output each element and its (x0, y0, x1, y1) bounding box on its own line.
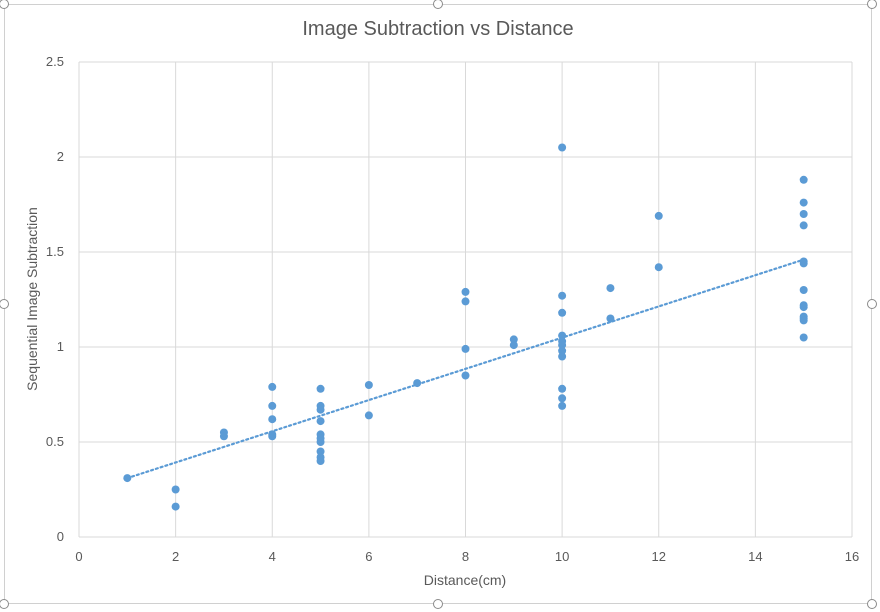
x-tick-label: 10 (555, 549, 569, 564)
resize-handle-middle-left[interactable] (0, 299, 9, 309)
data-point[interactable] (606, 284, 615, 293)
data-point[interactable] (268, 415, 277, 424)
linear-trendline[interactable] (126, 258, 805, 480)
tick-labels: 0 2 4 6 8 10 12 14 16 0 0.5 1 1.5 2 2.5 (46, 54, 859, 564)
data-point[interactable] (316, 457, 325, 465)
data-point[interactable] (558, 291, 567, 300)
x-axis-title[interactable]: Distance(cm) (424, 572, 506, 588)
data-point[interactable] (558, 401, 567, 410)
data-point[interactable] (509, 341, 518, 350)
data-point[interactable] (799, 303, 808, 312)
data-point[interactable] (461, 344, 470, 353)
data-point[interactable] (799, 259, 808, 268)
data-point[interactable] (123, 474, 132, 483)
data-point[interactable] (799, 286, 808, 294)
data-point[interactable] (799, 333, 808, 342)
data-point[interactable] (413, 379, 422, 388)
data-point[interactable] (654, 263, 663, 272)
data-point[interactable] (558, 346, 567, 355)
data-point[interactable] (364, 411, 373, 420)
resize-handle-top-middle[interactable] (433, 0, 443, 9)
data-point[interactable] (799, 210, 808, 218)
resize-handle-bottom-right[interactable] (867, 599, 877, 609)
chart-area[interactable] (4, 4, 872, 604)
x-tick-label: 14 (748, 549, 762, 564)
y-tick-label: 1.5 (46, 244, 64, 259)
data-point[interactable] (654, 211, 663, 220)
data-point[interactable] (316, 405, 325, 414)
data-point[interactable] (461, 297, 470, 306)
resize-handle-top-right[interactable] (867, 0, 877, 9)
x-tick-label: 2 (172, 549, 179, 564)
resize-handle-top-left[interactable] (0, 0, 9, 9)
x-tick-label: 8 (462, 549, 469, 564)
data-point[interactable] (461, 371, 470, 380)
data-point[interactable] (799, 316, 808, 325)
data-point[interactable] (316, 447, 325, 456)
resize-handle-bottom-middle[interactable] (433, 599, 443, 609)
y-axis-title[interactable]: Sequential Image Subtraction (24, 207, 40, 391)
data-point[interactable] (171, 502, 180, 511)
x-tick-label: 6 (365, 549, 372, 564)
data-point[interactable] (316, 438, 325, 446)
data-point[interactable] (461, 287, 470, 296)
data-point[interactable] (558, 352, 567, 361)
chart-title[interactable]: Image Subtraction vs Distance (302, 18, 573, 40)
data-point[interactable] (219, 432, 228, 441)
data-point[interactable] (558, 143, 567, 152)
y-tick-label: 0 (57, 529, 64, 544)
gridlines (78, 61, 853, 538)
y-tick-label: 1 (57, 339, 64, 354)
data-point[interactable] (799, 198, 808, 207)
data-point[interactable] (558, 308, 567, 317)
data-point[interactable] (268, 401, 277, 410)
y-tick-label: 2 (57, 149, 64, 164)
data-point[interactable] (268, 382, 277, 391)
data-point[interactable] (268, 432, 277, 441)
trendline-layer (126, 258, 805, 480)
data-point[interactable] (171, 485, 180, 494)
resize-handle-middle-right[interactable] (867, 299, 877, 309)
data-point[interactable] (799, 221, 808, 230)
data-point[interactable] (558, 341, 567, 350)
data-point[interactable] (558, 331, 567, 340)
data-point[interactable] (606, 314, 615, 323)
data-point[interactable] (558, 384, 567, 393)
y-tick-label: 2.5 (46, 54, 64, 69)
y-tick-label: 0.5 (46, 434, 64, 449)
x-tick-label: 12 (652, 549, 666, 564)
data-point[interactable] (316, 417, 325, 426)
resize-handle-bottom-left[interactable] (0, 599, 9, 609)
x-tick-label: 16 (845, 549, 859, 564)
data-point[interactable] (509, 335, 518, 344)
data-point[interactable] (799, 175, 808, 184)
data-points (123, 143, 808, 511)
data-point[interactable] (364, 381, 373, 389)
data-point[interactable] (316, 384, 325, 393)
x-tick-label: 0 (75, 549, 82, 564)
data-point[interactable] (558, 394, 567, 403)
x-tick-label: 4 (269, 549, 276, 564)
